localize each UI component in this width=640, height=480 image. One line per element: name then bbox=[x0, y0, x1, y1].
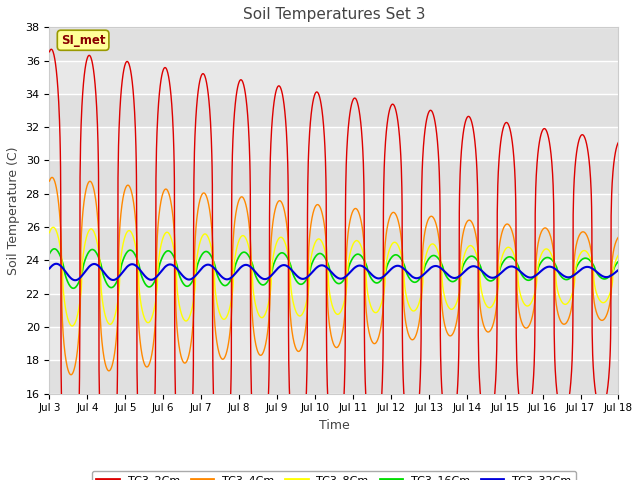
Bar bbox=[49, 227, 618, 260]
Title: Soil Temperatures Set 3: Soil Temperatures Set 3 bbox=[243, 7, 425, 22]
Bar bbox=[49, 127, 618, 160]
Bar bbox=[49, 294, 618, 327]
Bar bbox=[49, 60, 618, 94]
Bar bbox=[49, 327, 618, 360]
Bar bbox=[49, 27, 618, 60]
X-axis label: Time: Time bbox=[319, 419, 349, 432]
Bar bbox=[49, 194, 618, 227]
Text: SI_met: SI_met bbox=[61, 34, 106, 47]
Bar bbox=[49, 94, 618, 127]
Bar bbox=[49, 360, 618, 394]
Y-axis label: Soil Temperature (C): Soil Temperature (C) bbox=[7, 146, 20, 275]
Bar bbox=[49, 260, 618, 294]
Bar bbox=[49, 160, 618, 194]
Legend: TC3_2Cm, TC3_4Cm, TC3_8Cm, TC3_16Cm, TC3_32Cm: TC3_2Cm, TC3_4Cm, TC3_8Cm, TC3_16Cm, TC3… bbox=[92, 471, 576, 480]
